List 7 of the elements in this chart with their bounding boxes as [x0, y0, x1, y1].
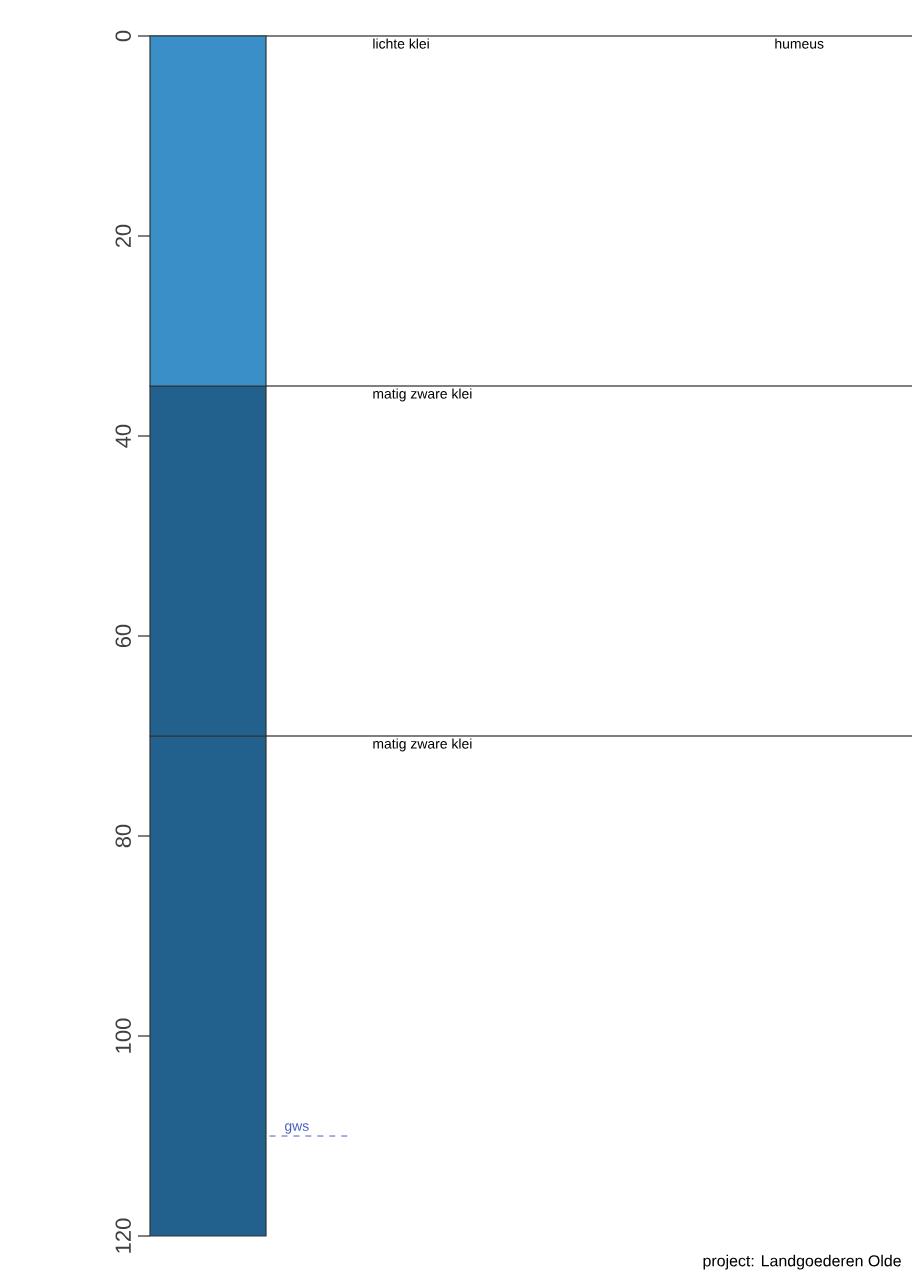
y-tick-label: 20: [115, 224, 131, 248]
y-tick-label: 60: [115, 624, 131, 648]
y-tick-label: 80: [115, 824, 131, 848]
y-tick-label: 40: [115, 424, 131, 448]
y-tick-label: 120: [115, 1218, 131, 1253]
y-tick-label: 100: [115, 1018, 131, 1053]
y-tick-label: 0: [115, 30, 131, 42]
